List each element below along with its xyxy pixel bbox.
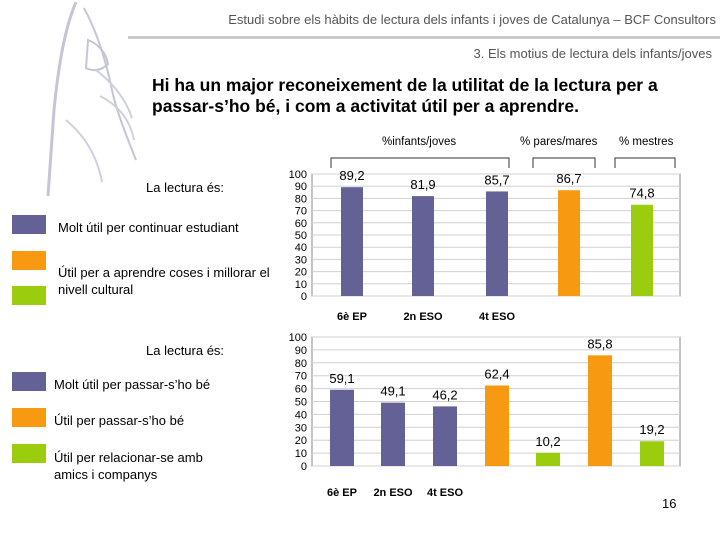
bar bbox=[558, 190, 580, 296]
column-header-teachers: % mestres bbox=[619, 136, 674, 148]
y-tick-label: 70 bbox=[295, 371, 307, 383]
x-tick-label: 4t ESO bbox=[479, 311, 516, 323]
legend-label: Útil per passar-s’ho bé bbox=[54, 413, 185, 428]
y-tick-label: 80 bbox=[295, 193, 307, 205]
bar bbox=[631, 204, 653, 296]
y-tick-label: 100 bbox=[289, 332, 307, 344]
data-label: 62,4 bbox=[484, 367, 509, 382]
legend-label: Molt útil per continuar estudiant bbox=[58, 220, 239, 235]
data-label: 74,8 bbox=[629, 186, 654, 201]
y-tick-label: 70 bbox=[295, 206, 307, 218]
bar bbox=[486, 191, 508, 296]
data-label: 49,1 bbox=[380, 384, 405, 399]
y-tick-label: 80 bbox=[295, 358, 307, 370]
y-tick-label: 50 bbox=[295, 397, 307, 409]
x-tick-label: 4t ESO bbox=[427, 487, 464, 499]
y-tick-label: 0 bbox=[301, 461, 307, 473]
bar bbox=[412, 196, 434, 296]
y-tick-label: 100 bbox=[289, 169, 307, 181]
bar bbox=[433, 406, 457, 466]
x-tick-label: 2n ESO bbox=[403, 311, 443, 323]
data-label: 85,7 bbox=[484, 172, 509, 187]
legend-swatch-green bbox=[12, 444, 46, 463]
data-label: 59,1 bbox=[329, 371, 354, 386]
y-tick-label: 50 bbox=[295, 230, 307, 242]
y-tick-label: 10 bbox=[295, 448, 307, 460]
legend-swatch-purple bbox=[12, 372, 46, 391]
legend-swatch-purple bbox=[12, 215, 46, 234]
y-tick-label: 90 bbox=[295, 345, 307, 357]
bar bbox=[588, 355, 612, 466]
data-label: 89,2 bbox=[339, 168, 364, 183]
y-tick-label: 30 bbox=[295, 254, 307, 266]
panel-2-heading: La lectura és: bbox=[146, 343, 225, 358]
legend-swatch-orange bbox=[12, 408, 46, 427]
bar bbox=[485, 385, 509, 466]
bar bbox=[330, 389, 354, 466]
column-header-kids: %infants/joves bbox=[382, 136, 457, 148]
slide-headline: Hi ha un major reconeixement de la utili… bbox=[152, 75, 658, 116]
legend-label: Útil per relacionar-se amb amics i compa… bbox=[54, 450, 203, 482]
x-tick-label: 6è EP bbox=[327, 487, 357, 499]
data-label: 85,8 bbox=[587, 336, 612, 351]
header-divider bbox=[128, 36, 720, 39]
y-tick-label: 90 bbox=[295, 181, 307, 193]
bar bbox=[341, 187, 363, 296]
column-header-parents: % pares/mares bbox=[520, 136, 598, 148]
panel-1-heading: La lectura és: bbox=[146, 180, 225, 195]
y-tick-label: 0 bbox=[301, 291, 307, 303]
y-tick-label: 60 bbox=[295, 218, 307, 230]
data-label: 10,2 bbox=[535, 434, 560, 449]
bar bbox=[536, 452, 560, 466]
y-tick-label: 60 bbox=[295, 384, 307, 396]
data-label: 19,2 bbox=[639, 422, 664, 437]
page-number: 16 bbox=[662, 496, 677, 511]
column-brackets bbox=[330, 157, 676, 168]
legend-label: Molt útil per passar-s’ho bé bbox=[54, 377, 211, 392]
data-label: 46,2 bbox=[432, 387, 457, 402]
reading-figure-logo bbox=[46, 1, 137, 197]
section-title: 3. Els motius de lectura dels infants/jo… bbox=[473, 46, 712, 61]
legend-swatch-orange bbox=[12, 251, 46, 270]
y-tick-label: 40 bbox=[295, 409, 307, 421]
bar bbox=[640, 441, 664, 466]
data-label: 86,7 bbox=[556, 171, 581, 186]
bar bbox=[381, 402, 405, 466]
y-tick-label: 20 bbox=[295, 267, 307, 279]
legend-swatch-green bbox=[12, 286, 46, 305]
y-tick-label: 40 bbox=[295, 242, 307, 254]
document-title: Estudi sobre els hàbits de lectura dels … bbox=[228, 12, 716, 27]
data-label: 81,9 bbox=[410, 177, 435, 192]
y-tick-label: 20 bbox=[295, 435, 307, 447]
legend-label: Útil per a aprendre coses i millorar el … bbox=[58, 265, 270, 297]
x-tick-label: 2n ESO bbox=[373, 487, 413, 499]
x-tick-label: 6è EP bbox=[337, 311, 367, 323]
y-tick-label: 10 bbox=[295, 279, 307, 291]
y-tick-label: 30 bbox=[295, 422, 307, 434]
